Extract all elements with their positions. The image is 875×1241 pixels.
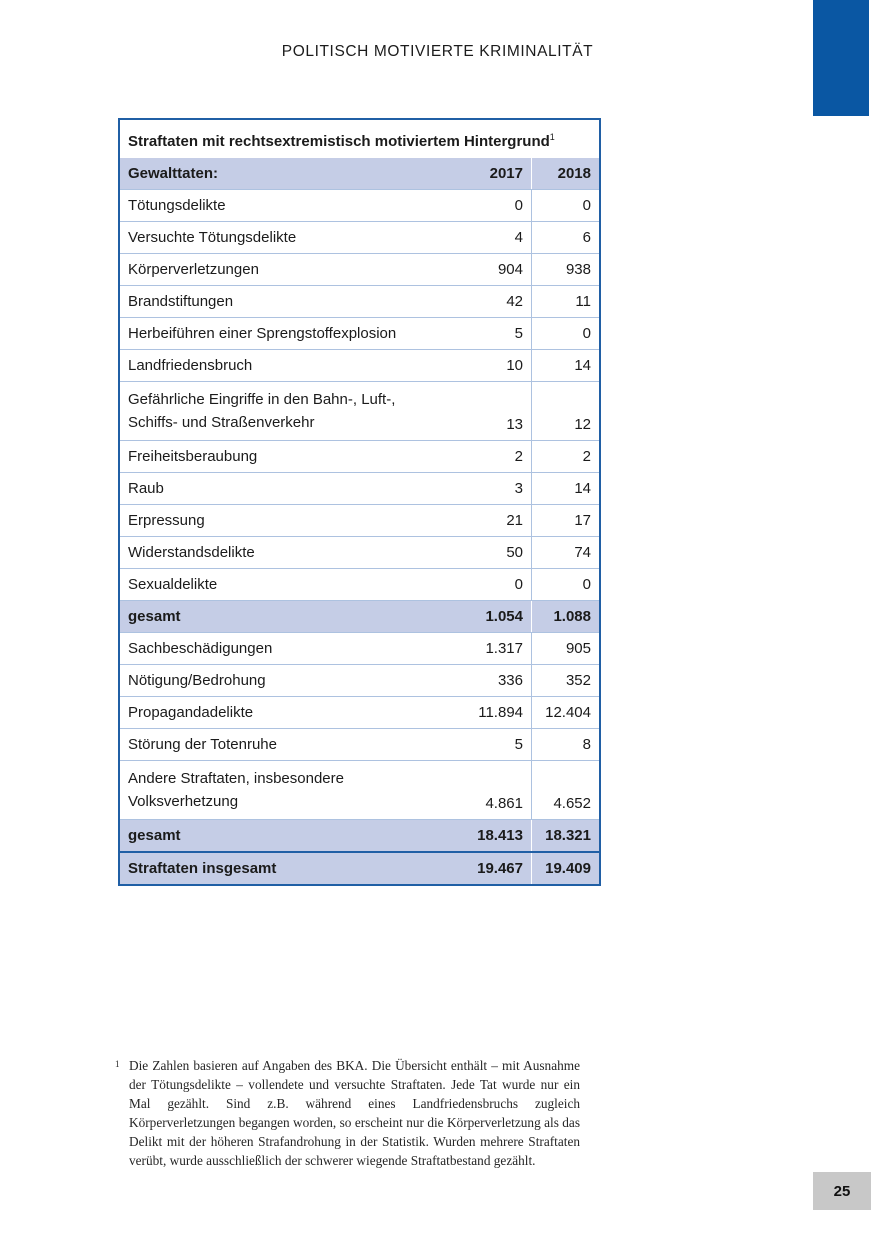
table-row: Körperverletzungen 904 938 — [120, 253, 599, 285]
row-value-2017: 3 — [514, 480, 523, 497]
row-label: Widerstandsdelikte — [128, 544, 255, 561]
row-value-2017: 19.467 — [477, 860, 523, 877]
table-row: Widerstandsdelikte 50 74 — [120, 536, 599, 568]
row-value-2018: 18.321 — [531, 820, 599, 851]
blue-corner-band — [813, 0, 869, 116]
row-value-2017: 18.413 — [477, 827, 523, 844]
table-row: Nötigung/Bedrohung 336 352 — [120, 664, 599, 696]
table-title: Straftaten mit rechtsextremistisch motiv… — [120, 120, 599, 158]
row-label: Herbeiführen einer Sprengstoffexplosion — [128, 325, 397, 342]
row-value-2017: 904 — [497, 261, 523, 278]
row-value-2017: 2 — [514, 448, 523, 465]
row-value-2018: 19.409 — [531, 853, 599, 884]
footnote-marker: 1 — [115, 1059, 120, 1069]
row-value-2017: 0 — [514, 197, 523, 214]
row-label: Freiheitsberaubung — [128, 448, 258, 465]
row-value-2017: 4.861 — [485, 795, 523, 812]
row-value-2017: 21 — [506, 512, 523, 529]
row-value-2018: 938 — [531, 254, 599, 285]
row-value-2018: 11 — [531, 286, 599, 317]
row-value-2018: 74 — [531, 537, 599, 568]
row-value-2017: 13 — [506, 416, 523, 433]
row-label: Erpressung — [128, 512, 205, 529]
row-label: Sachbeschädigungen — [128, 640, 273, 657]
row-value-2018: 905 — [531, 633, 599, 664]
table-row: Erpressung 21 17 — [120, 504, 599, 536]
row-label: gesamt — [128, 608, 181, 625]
row-value-2017: 0 — [514, 576, 523, 593]
table-row: Brandstiftungen 42 11 — [120, 285, 599, 317]
row-value-2018: 12.404 — [531, 697, 599, 728]
row-label: Gefährliche Eingriffe in den Bahn-, Luft… — [128, 391, 396, 431]
footnote-text: Die Zahlen basieren auf Angaben des BKA.… — [129, 1058, 580, 1168]
table-row: Landfriedensbruch 10 14 — [120, 349, 599, 381]
table-row: Gefährliche Eingriffe in den Bahn-, Luft… — [120, 381, 599, 440]
row-value-2018: 8 — [531, 729, 599, 760]
footnote: 1 Die Zahlen basieren auf Angaben des BKA… — [115, 1056, 580, 1170]
table-row: Störung der Totenruhe 5 8 — [120, 728, 599, 760]
row-label: Körperverletzungen — [128, 261, 259, 278]
row-value-2018: 0 — [531, 318, 599, 349]
row-value-2018: 17 — [531, 505, 599, 536]
row-value-2018: 12 — [531, 382, 599, 440]
table-row: Raub 3 14 — [120, 472, 599, 504]
row-label: gesamt — [128, 827, 181, 844]
table-row: Freiheitsberaubung 2 2 — [120, 440, 599, 472]
row-value-2017: 4 — [514, 229, 523, 246]
table-header-row: Gewalttaten: 2017 2018 — [120, 158, 599, 189]
header-year-2018: 2018 — [531, 158, 599, 189]
row-label: Landfriedensbruch — [128, 357, 253, 374]
row-value-2018: 14 — [531, 350, 599, 381]
row-value-2018: 0 — [531, 190, 599, 221]
row-value-2017: 5 — [514, 736, 523, 753]
row-label: Störung der Totenruhe — [128, 736, 277, 753]
table-row: gesamt 1.054 1.088 — [120, 600, 599, 632]
row-label: Straftaten insgesamt — [128, 860, 277, 877]
crime-statistics-table: Straftaten mit rechtsextremistisch motiv… — [118, 118, 601, 886]
row-label: Versuchte Tötungsdelikte — [128, 229, 297, 246]
row-label: Raub — [128, 480, 164, 497]
header-year-2017: 2017 — [489, 165, 523, 182]
table-body: Tötungsdelikte 0 0 Versuchte Tötungsdeli… — [120, 189, 599, 884]
row-label: Nötigung/Bedrohung — [128, 672, 266, 689]
row-value-2018: 1.088 — [531, 601, 599, 632]
row-value-2018: 0 — [531, 569, 599, 600]
page-number-text: 25 — [833, 1182, 851, 1200]
row-value-2017: 10 — [506, 357, 523, 374]
row-label: Propagandadelikte — [128, 704, 254, 721]
row-label: Tötungsdelikte — [128, 197, 226, 214]
row-value-2018: 6 — [531, 222, 599, 253]
table-row: Herbeiführen einer Sprengstoffexplosion … — [120, 317, 599, 349]
header-label-gewalttaten: Gewalttaten: — [128, 165, 219, 182]
table-row: Straftaten insgesamt 19.467 19.409 — [120, 851, 599, 884]
row-label: Sexualdelikte — [128, 576, 218, 593]
page-heading: POLITISCH MOTIVIERTE KRIMINALITÄT — [281, 43, 594, 60]
table-row: Propagandadelikte 11.894 12.404 — [120, 696, 599, 728]
row-value-2017: 5 — [514, 325, 523, 342]
row-value-2018: 4.652 — [531, 761, 599, 819]
row-value-2018: 352 — [531, 665, 599, 696]
row-value-2017: 42 — [506, 293, 523, 310]
table-title-text: Straftaten mit rechtsextremistisch motiv… — [128, 133, 550, 150]
row-value-2017: 11.894 — [478, 704, 523, 721]
row-value-2017: 336 — [497, 672, 523, 689]
footnote-reference-superscript: 1 — [549, 132, 555, 142]
row-value-2018: 2 — [531, 441, 599, 472]
table-row: Andere Straftaten, insbesondere Volksver… — [120, 760, 599, 819]
row-label: Brandstiftungen — [128, 293, 234, 310]
table-row: Sexualdelikte 0 0 — [120, 568, 599, 600]
row-value-2017: 1.317 — [485, 640, 523, 657]
row-value-2017: 50 — [506, 544, 523, 561]
row-label: Andere Straftaten, insbesondere Volksver… — [128, 770, 344, 810]
row-value-2018: 14 — [531, 473, 599, 504]
table-row: Tötungsdelikte 0 0 — [120, 189, 599, 221]
table-row: Versuchte Tötungsdelikte 4 6 — [120, 221, 599, 253]
page-number-badge: 25 — [813, 1172, 871, 1210]
table-row: gesamt 18.413 18.321 — [120, 819, 599, 851]
row-value-2017: 1.054 — [485, 608, 523, 625]
table-row: Sachbeschädigungen 1.317 905 — [120, 632, 599, 664]
